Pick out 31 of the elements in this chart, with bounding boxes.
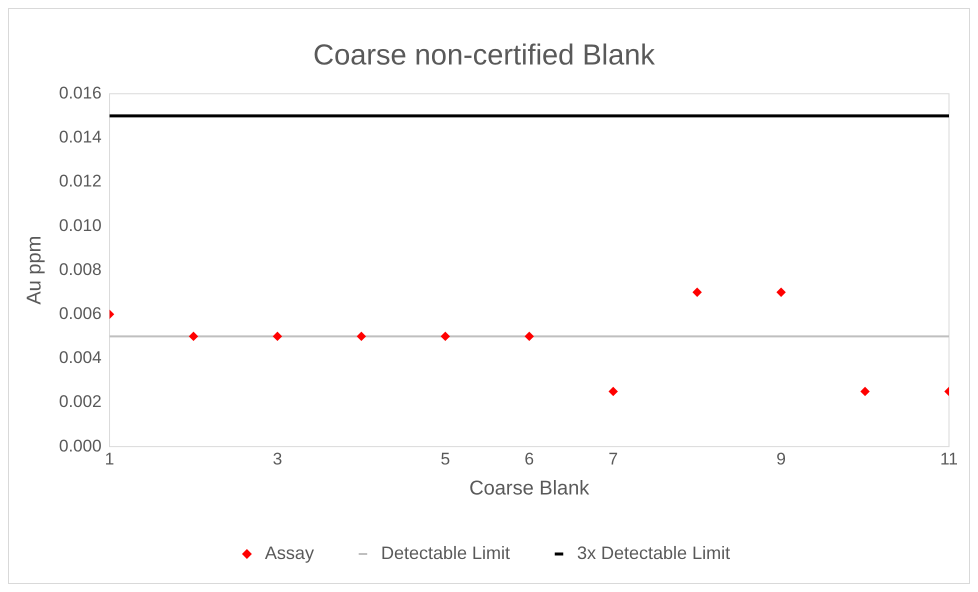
y-tick-label: 0.016 — [58, 83, 102, 102]
y-tick-label: 0.002 — [58, 392, 102, 412]
y-tick-label: 0.008 — [58, 260, 102, 279]
point — [524, 332, 534, 341]
point — [776, 288, 786, 297]
point — [188, 332, 198, 341]
point — [356, 332, 366, 341]
chart-title: Coarse non-certified Blank — [313, 39, 656, 72]
legend-label: 3x Detectable Limit — [577, 542, 730, 563]
x-tick-label: 5 — [440, 449, 450, 468]
legend-label: Detectable Limit — [380, 542, 510, 563]
y-tick-label: 0.014 — [58, 128, 102, 147]
y-axis-title: Au ppm — [24, 236, 46, 305]
x-tick-label: 11 — [940, 449, 958, 468]
x-tick-label: 6 — [524, 449, 534, 468]
point — [860, 386, 870, 396]
point — [272, 332, 282, 341]
point — [608, 386, 618, 396]
x-axis-title: Coarse Blank — [469, 478, 590, 500]
x-tick-label: 9 — [776, 449, 786, 468]
y-tick-label: 0.000 — [58, 436, 102, 456]
point — [692, 288, 702, 297]
point — [440, 332, 450, 341]
y-tick-label: 0.006 — [58, 304, 102, 323]
x-tick-label: 1 — [104, 449, 114, 468]
y-tick-label: 0.010 — [58, 216, 102, 235]
legend-label: Assay — [264, 542, 314, 563]
x-tick-label: 3 — [272, 449, 282, 468]
y-tick-label: 0.004 — [58, 348, 102, 368]
x-tick-label: 7 — [608, 449, 618, 468]
y-tick-label: 0.012 — [58, 172, 102, 191]
